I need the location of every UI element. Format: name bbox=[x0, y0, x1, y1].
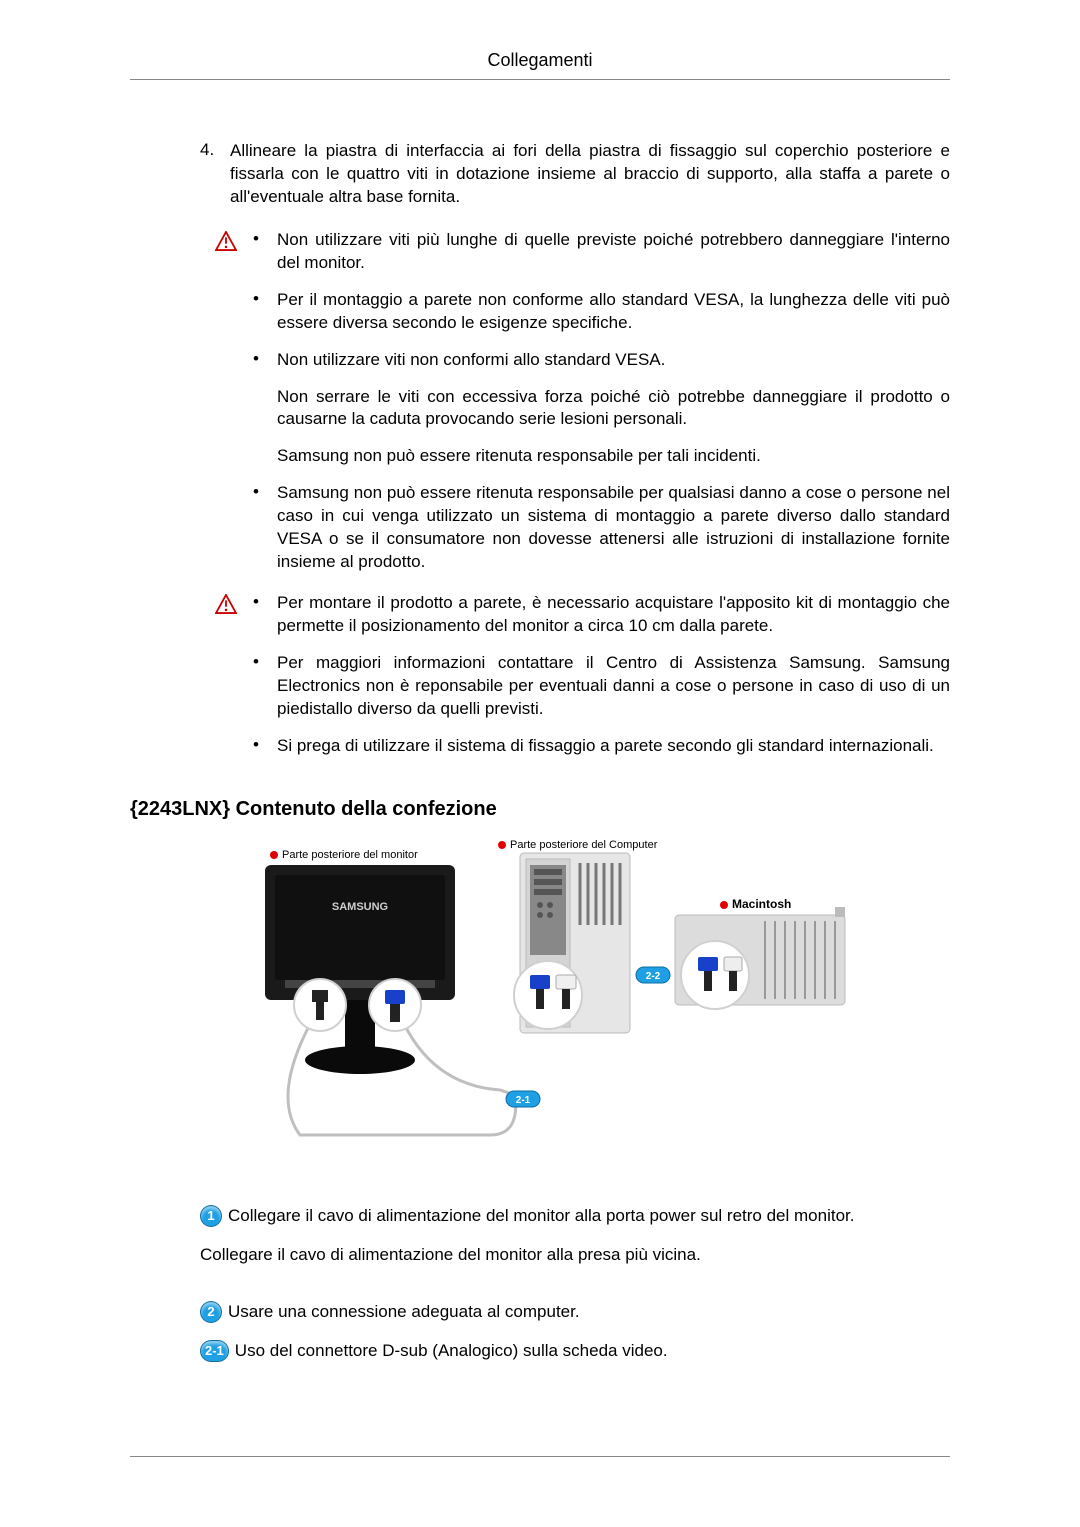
step-2-text: Usare una connessione adeguata al comput… bbox=[228, 1301, 580, 1324]
warning-2-item-2-text: Per maggiori informazioni contattare il … bbox=[277, 652, 950, 721]
warning-1-list: • Non utilizzare viti più lunghe di quel… bbox=[243, 229, 950, 588]
badge-1-icon: 1 bbox=[200, 1205, 222, 1227]
warning-1-item-1: • Non utilizzare viti più lunghe di quel… bbox=[253, 229, 950, 275]
warning-2-item-1: • Per montare il prodotto a parete, è ne… bbox=[253, 592, 950, 638]
step-1b-text: Collegare il cavo di alimentazione del m… bbox=[130, 1244, 950, 1267]
step-4: 4. Allineare la piastra di interfaccia a… bbox=[130, 140, 950, 209]
diagram-label-monitor: Parte posteriore del monitor bbox=[270, 849, 418, 861]
red-dot-icon bbox=[498, 841, 506, 849]
warning-triangle-icon bbox=[215, 231, 237, 251]
warning-icon-col bbox=[215, 229, 243, 588]
warning-1-item-2: • Per il montaggio a parete non conforme… bbox=[253, 289, 950, 335]
diagram-svg: SAMSUNG bbox=[230, 835, 850, 1145]
step-1-text: Collegare il cavo di alimentazione del m… bbox=[228, 1205, 855, 1228]
diagram-label-computer: Parte posteriore del Computer bbox=[498, 839, 657, 851]
warning-block-2: • Per montare il prodotto a parete, è ne… bbox=[130, 592, 950, 772]
svg-text:2-2: 2-2 bbox=[646, 971, 661, 982]
warning-1-item-2-text: Per il montaggio a parete non conforme a… bbox=[277, 289, 950, 335]
step-4-text: Allineare la piastra di interfaccia ai f… bbox=[230, 140, 950, 209]
warning-2-list: • Per montare il prodotto a parete, è ne… bbox=[243, 592, 950, 772]
warning-1-item-3: • Non utilizzare viti non conformi allo … bbox=[253, 349, 950, 372]
step-2-1-text: Uso del connettore D-sub (Analogico) sul… bbox=[235, 1340, 668, 1363]
warning-2-item-3-text: Si prega di utilizzare il sistema di fis… bbox=[277, 735, 934, 758]
red-dot-icon bbox=[270, 851, 278, 859]
step-2: 2 Usare una connessione adeguata al comp… bbox=[130, 1301, 950, 1324]
warning-1-item-3-text: Non utilizzare viti non conformi allo st… bbox=[277, 349, 665, 372]
page: Collegamenti 4. Allineare la piastra di … bbox=[0, 0, 1080, 1527]
page-header-title: Collegamenti bbox=[130, 50, 950, 80]
warning-1-item-1-text: Non utilizzare viti più lunghe di quelle… bbox=[277, 229, 950, 275]
monitor-brand-text: SAMSUNG bbox=[332, 901, 388, 913]
step-4-number: 4. bbox=[200, 140, 230, 209]
warning-icon-col-2 bbox=[215, 592, 243, 772]
warning-1-item-4-text: Samsung non può essere ritenuta responsa… bbox=[277, 482, 950, 574]
badge-2-1-icon: 2-1 bbox=[200, 1340, 229, 1362]
warning-1-item-4: • Samsung non può essere ritenuta respon… bbox=[253, 482, 950, 574]
warning-2-item-3: • Si prega di utilizzare il sistema di f… bbox=[253, 735, 950, 758]
diagram-label-mac: Macintosh bbox=[720, 897, 791, 911]
warning-2-item-1-text: Per montare il prodotto a parete, è nece… bbox=[277, 592, 950, 638]
warning-2-item-2: • Per maggiori informazioni contattare i… bbox=[253, 652, 950, 721]
warning-triangle-icon bbox=[215, 594, 237, 614]
red-dot-icon bbox=[720, 901, 728, 909]
warning-block-1: • Non utilizzare viti più lunghe di quel… bbox=[130, 229, 950, 588]
warning-1-para-2: Samsung non può essere ritenuta responsa… bbox=[277, 445, 950, 468]
section-heading: {2243LNX} Contenuto della confezione bbox=[130, 798, 950, 821]
svg-text:2-1: 2-1 bbox=[516, 1095, 531, 1106]
footer-rule bbox=[130, 1456, 950, 1457]
step-2-1: 2-1 Uso del connettore D-sub (Analogico)… bbox=[130, 1340, 950, 1363]
connection-diagram: Parte posteriore del monitor Parte poste… bbox=[230, 835, 850, 1145]
step-1: 1 Collegare il cavo di alimentazione del… bbox=[130, 1205, 950, 1228]
badge-2-icon: 2 bbox=[200, 1301, 222, 1323]
warning-1-para-1: Non serrare le viti con eccessiva forza … bbox=[277, 386, 950, 432]
